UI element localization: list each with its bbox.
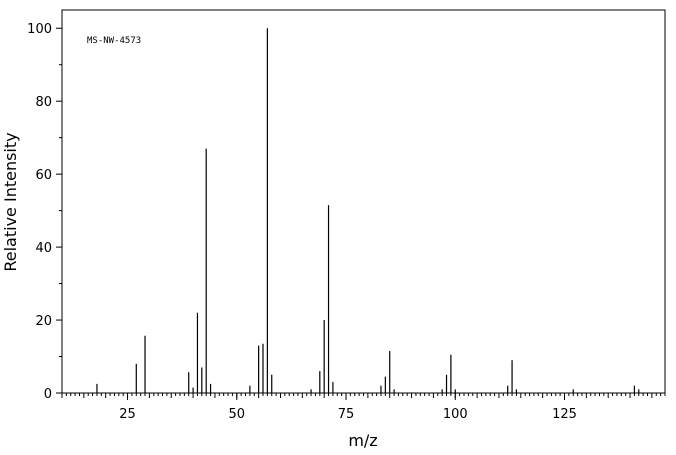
y-tick-label: 40 xyxy=(35,241,52,256)
y-tick-label: 100 xyxy=(27,22,52,37)
plot-frame xyxy=(61,9,666,394)
x-axis-label: m/z xyxy=(348,431,377,450)
y-tick-label: 20 xyxy=(35,314,52,329)
annotation: MS-NW-4573 xyxy=(87,36,141,46)
x-tick-label: 25 xyxy=(119,407,136,422)
x-tick-label: 125 xyxy=(552,407,577,422)
y-tick-label: 60 xyxy=(35,168,52,183)
y-axis-label: Relative Intensity xyxy=(1,132,20,271)
y-tick-label: 0 xyxy=(44,387,52,402)
y-tick-label: 80 xyxy=(35,95,52,110)
x-tick-label: 50 xyxy=(229,407,246,422)
x-tick-label: 75 xyxy=(338,407,355,422)
x-tick-label: 100 xyxy=(443,407,468,422)
